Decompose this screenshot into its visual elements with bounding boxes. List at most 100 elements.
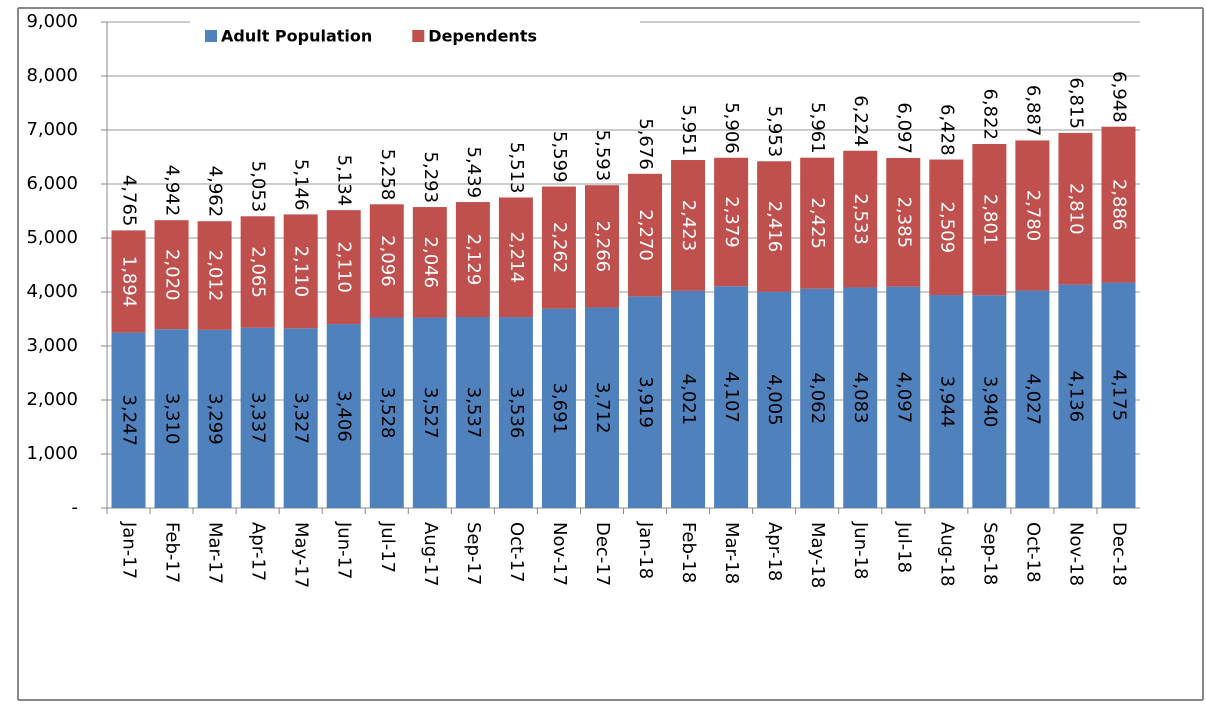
x-tick-label: Sep-18 [979, 522, 1000, 585]
data-label: 2,214 [506, 232, 527, 284]
legend-swatch [205, 30, 217, 42]
y-tick-label: 8,000 [26, 65, 78, 86]
total-label: 6,428 [936, 104, 957, 156]
legend: Adult Population Dependents [190, 16, 640, 56]
total-label: 5,513 [506, 142, 527, 194]
total-label: 5,951 [678, 104, 699, 156]
total-label: 5,146 [291, 159, 312, 211]
data-label: 3,247 [119, 395, 140, 447]
data-label: 3,919 [635, 376, 656, 428]
data-label: 3,536 [506, 387, 527, 439]
bar-segment [283, 328, 318, 508]
data-label: 2,801 [979, 194, 1000, 246]
data-label: 2,065 [248, 246, 269, 298]
data-label: 2,046 [420, 237, 441, 289]
data-label: 2,020 [162, 249, 183, 301]
x-tick-label: Nov-18 [1065, 522, 1086, 586]
bar-segment [326, 324, 361, 508]
x-tick-label: Feb-18 [678, 522, 699, 583]
total-label: 5,439 [463, 147, 484, 199]
total-label: 5,676 [635, 118, 656, 170]
bar-segment [757, 291, 792, 508]
bar-segment [714, 286, 749, 508]
bar-segment [154, 220, 189, 330]
data-label: 4,005 [764, 374, 785, 426]
x-tick-label: Jun-18 [850, 521, 871, 580]
data-label: 2,509 [936, 202, 957, 254]
data-label: 2,110 [334, 241, 355, 293]
data-label: 2,012 [205, 250, 226, 302]
bar-segment [412, 317, 447, 508]
bar-segment [886, 286, 921, 508]
data-label: 1,894 [119, 256, 140, 308]
bar-segment [584, 185, 619, 308]
total-label: 5,258 [377, 149, 398, 201]
y-tick-label: 3,000 [26, 335, 78, 356]
total-label: 5,906 [721, 102, 742, 154]
bar-segment [111, 230, 146, 333]
bar-segment [800, 157, 835, 289]
bar-segment [757, 161, 792, 292]
total-label: 5,293 [420, 152, 441, 204]
data-label: 3,528 [377, 387, 398, 439]
x-tick-label: Jun-17 [334, 521, 355, 580]
data-label: 4,136 [1065, 371, 1086, 423]
total-label: 6,887 [1022, 85, 1043, 137]
bar-segment [628, 173, 663, 297]
total-label: 4,942 [162, 165, 183, 217]
data-label: 3,712 [592, 382, 613, 434]
bar-segment [197, 221, 232, 330]
y-tick-label: 5,000 [26, 227, 78, 248]
data-label: 3,940 [979, 376, 1000, 428]
data-label: 2,129 [463, 234, 484, 286]
bar-segment [541, 186, 576, 309]
total-label: 5,134 [334, 155, 355, 207]
x-tick-label: Aug-17 [420, 522, 441, 587]
total-label: 6,822 [979, 88, 1000, 140]
data-label: 4,097 [893, 372, 914, 424]
data-label: 3,299 [205, 393, 226, 445]
y-tick-label: 4,000 [26, 281, 78, 302]
total-label: 5,953 [764, 106, 785, 158]
bar-segment [283, 214, 318, 329]
total-label: 4,765 [119, 175, 140, 227]
data-label: 4,021 [678, 374, 699, 426]
data-label: 4,175 [1108, 370, 1129, 422]
x-tick-label: Jan-18 [635, 521, 656, 579]
y-tick-label: 7,000 [26, 119, 78, 140]
x-tick-label: Jan-17 [119, 521, 140, 579]
bar-segment [541, 308, 576, 508]
y-tick-label: 2,000 [26, 389, 78, 410]
total-label: 5,961 [807, 102, 828, 154]
x-tick-label: Sep-17 [463, 522, 484, 585]
bar-segment [1058, 132, 1093, 285]
bar-segment [671, 290, 706, 508]
data-label: 2,385 [893, 197, 914, 249]
bar-segment [111, 332, 146, 508]
x-tick-label: Feb-17 [162, 522, 183, 583]
data-label: 3,944 [936, 376, 957, 428]
x-tick-label: May-17 [291, 522, 312, 588]
bar-segment [240, 327, 275, 508]
bar-segment [886, 157, 921, 287]
bar-segment [455, 202, 490, 318]
x-tick-label: Aug-18 [936, 522, 957, 587]
data-label: 4,062 [807, 373, 828, 425]
x-tick-label: Dec-18 [1108, 522, 1129, 586]
bar-segment [843, 150, 878, 288]
y-tick-label: 1,000 [26, 443, 78, 464]
y-tick-label: - [72, 497, 79, 518]
data-label: 3,691 [549, 383, 570, 435]
bar-segment [972, 295, 1007, 508]
y-tick-label: 9,000 [26, 11, 78, 32]
data-label: 2,416 [764, 201, 785, 253]
bar-segment [714, 157, 749, 287]
legend-label: Dependents [428, 27, 537, 46]
bar-segment [929, 295, 964, 508]
total-label: 4,962 [205, 166, 226, 218]
data-label: 3,310 [162, 393, 183, 445]
total-label: 6,948 [1108, 71, 1129, 123]
bar-segment [154, 329, 189, 508]
